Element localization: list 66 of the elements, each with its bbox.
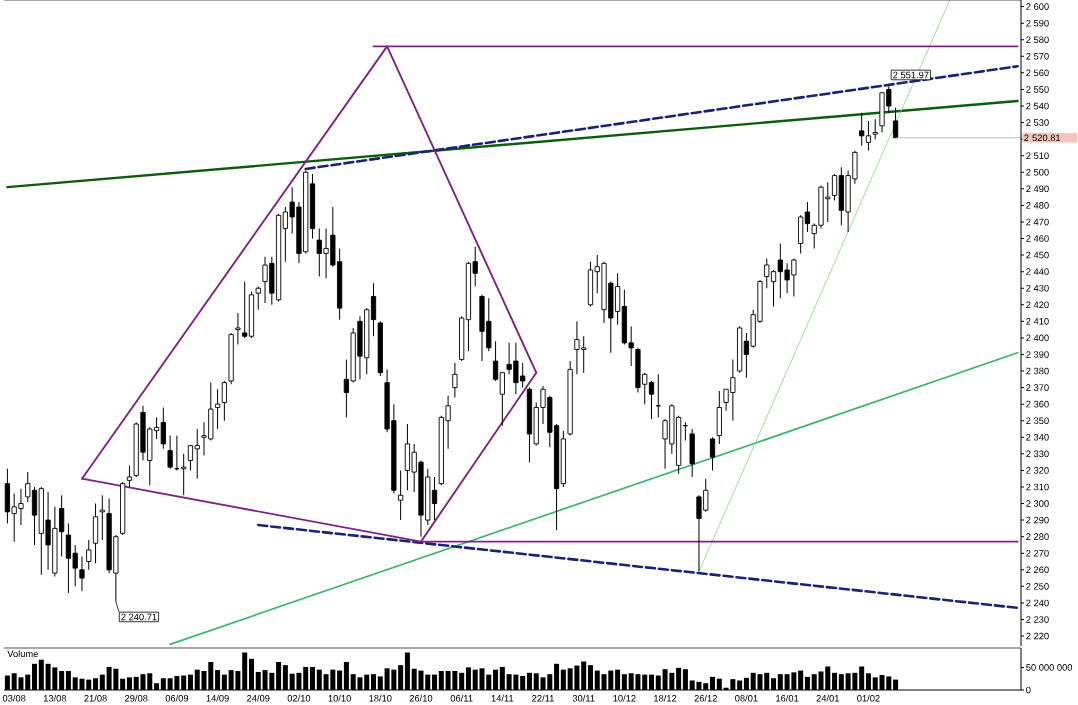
y-tick-label: 2 510 [1026, 152, 1049, 159]
x-tick-label: 29/08 [125, 694, 148, 702]
y-tick-label: 2 560 [1026, 69, 1049, 77]
x-tick-label: 03/08 [2, 694, 26, 702]
y-tick-label: 2 350 [1026, 417, 1049, 425]
x-tick-label: 26/12 [694, 694, 717, 702]
x-tick-label: 26/10 [409, 694, 433, 702]
y-tick-label: 2 220 [1026, 632, 1049, 640]
x-tick-label: 18/12 [654, 694, 677, 702]
y-tick-label: 2 400 [1026, 334, 1049, 342]
y-tick-label: 50 000 000 [1026, 664, 1073, 671]
y-tick-label: 2 570 [1026, 53, 1049, 60]
y-tick-label: 2 270 [1026, 549, 1049, 557]
x-tick-label: 18/10 [369, 694, 392, 702]
x-tick-label: 01/02 [857, 694, 880, 702]
y-tick-label: 2 320 [1026, 467, 1049, 474]
y-tick-label: 2 360 [1026, 400, 1049, 408]
y-tick-label: 2 550 [1026, 86, 1049, 93]
chart-title: Volume [7, 650, 38, 658]
x-tick-label: 14/09 [206, 694, 229, 702]
y-tick-label: 2 370 [1026, 384, 1049, 391]
y-tick-label: 2 460 [1026, 235, 1049, 242]
x-tick-label: 16/01 [776, 694, 799, 702]
x-tick-label: 14/11 [491, 694, 514, 702]
y-tick-label: 2 260 [1026, 566, 1049, 574]
x-tick-label: 08/01 [735, 694, 758, 702]
y-tick-label: 2 240 [1026, 599, 1049, 607]
x-tick-label: 10/12 [613, 694, 636, 702]
x-tick-label: 24/01 [816, 694, 839, 702]
annotation: 2 240.71 [121, 613, 157, 621]
y-tick-label: 2 480 [1026, 202, 1049, 209]
x-tick-label: 22/11 [532, 694, 554, 702]
y-tick-label: 2 430 [1026, 284, 1049, 292]
x-tick-label: 30/11 [572, 694, 595, 702]
y-tick-label: 0 [1026, 686, 1031, 694]
y-tick-label: 2 440 [1026, 268, 1049, 275]
x-tick-label: 13/08 [43, 694, 67, 702]
y-tick-label: 2 540 [1026, 102, 1049, 110]
y-tick-label: 2 330 [1026, 450, 1049, 458]
x-tick-label: 24/09 [247, 694, 270, 702]
y-tick-label: 2 420 [1026, 301, 1049, 309]
y-tick-label: 2 500 [1026, 168, 1049, 176]
x-tick-label: 21/08 [84, 694, 107, 702]
y-tick-label: 2 280 [1026, 533, 1049, 540]
x-tick-label: 02/10 [287, 694, 311, 702]
x-tick-label: 10/10 [328, 694, 351, 702]
y-tick-label: 2 490 [1026, 185, 1049, 193]
y-tick-label: 2 290 [1026, 516, 1049, 524]
y-tick-label: 2 530 [1026, 119, 1049, 126]
y-tick-label: 2 390 [1026, 351, 1049, 358]
y-tick-label: 2 580 [1026, 36, 1049, 44]
y-tick-label: 2 230 [1026, 616, 1049, 623]
y-tick-label: 2 410 [1026, 318, 1049, 325]
y-tick-label: 2 310 [1026, 483, 1049, 491]
y-tick-label: 2 450 [1026, 251, 1049, 259]
x-tick-label: 06/09 [165, 694, 189, 702]
y-tick-label: 2 340 [1026, 433, 1049, 441]
y-tick-label: 2 470 [1026, 218, 1049, 226]
x-tick-label: 06/11 [450, 694, 473, 702]
annotation: 2 551.97 [893, 71, 929, 79]
ref-line-label: 2 520.81 [1024, 134, 1061, 142]
y-tick-label: 2 250 [1026, 583, 1049, 590]
y-tick-label: 2 590 [1026, 19, 1049, 27]
y-tick-label: 2 600 [1026, 3, 1049, 10]
y-tick-label: 2 300 [1026, 500, 1049, 507]
y-tick-label: 2 380 [1026, 367, 1049, 375]
